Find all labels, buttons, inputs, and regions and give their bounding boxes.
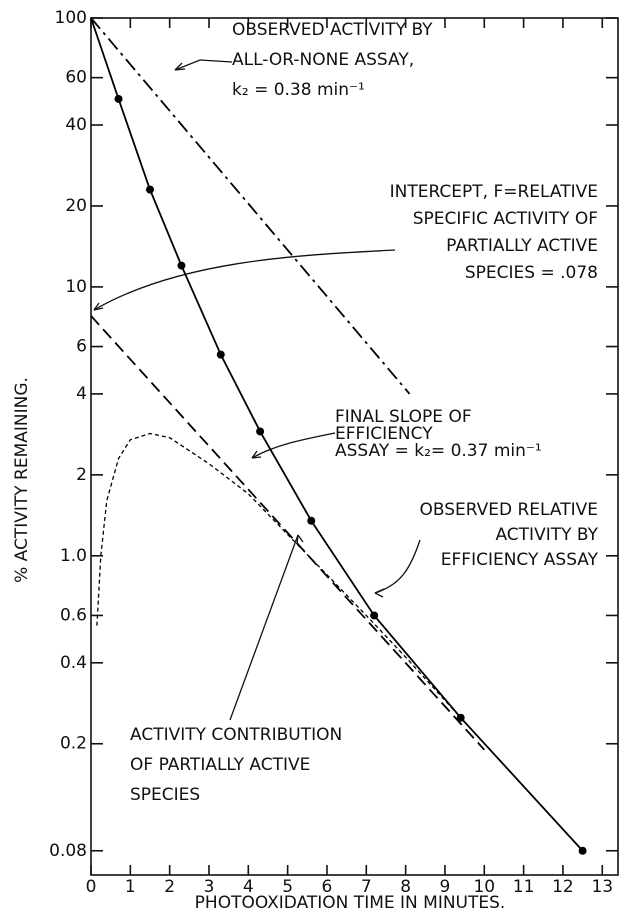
- annotation: ALL-OR-NONE ASSAY,: [232, 50, 414, 70]
- x-tick-label: 7: [361, 877, 372, 897]
- annotation: INTERCEPT, F=RELATIVE: [390, 182, 598, 202]
- plot-frame: [90, 17, 619, 876]
- annotation: PARTIALLY ACTIVE: [446, 236, 598, 256]
- annotation: EFFICIENCY ASSAY: [441, 550, 599, 570]
- data-point: [216, 350, 225, 359]
- annotation: ACTIVITY BY: [495, 525, 598, 545]
- y-tick-label: 6: [76, 337, 87, 357]
- y-tick-label: 10: [65, 277, 87, 297]
- annotation: ACTIVITY CONTRIBUTION: [130, 725, 342, 745]
- y-tick-label: 60: [65, 68, 87, 88]
- series-line: [90, 17, 411, 395]
- x-tick-label: 12: [552, 877, 574, 897]
- x-tick-label: 10: [473, 877, 495, 897]
- x-tick-label: 6: [322, 877, 333, 897]
- annotation: FINAL SLOPE OF: [335, 407, 472, 427]
- x-tick-label: 8: [400, 877, 411, 897]
- data-point: [370, 611, 379, 620]
- annotation: SPECIES = .078: [465, 263, 598, 283]
- y-axis-label: % ACTIVITY REMAINING.: [12, 377, 32, 583]
- arrow: [229, 534, 299, 721]
- x-tick-label: 2: [164, 877, 175, 897]
- arrowhead: [251, 450, 262, 459]
- data-point: [578, 846, 587, 855]
- y-tick-label: 100: [55, 8, 87, 28]
- x-tick-label: 13: [591, 877, 613, 897]
- data-point: [256, 427, 265, 436]
- arrow: [374, 539, 421, 594]
- arrows: [93, 59, 421, 721]
- annotation: EFFICIENCY: [335, 424, 433, 444]
- series-line: [90, 17, 584, 852]
- annotation: SPECIES: [130, 785, 200, 805]
- x-tick-label: 0: [86, 877, 97, 897]
- annotation: ASSAY = k₂= 0.37 min⁻¹: [335, 441, 542, 461]
- y-tick-label: 2: [76, 465, 87, 485]
- annotation: SPECIFIC ACTIVITY OF: [413, 209, 598, 229]
- x-tick-label: 5: [282, 877, 293, 897]
- x-tick-label: 3: [204, 877, 215, 897]
- x-tick-label: 4: [243, 877, 254, 897]
- annotation: k₂ = 0.38 min⁻¹: [232, 80, 365, 100]
- y-tick-label: 0.4: [60, 653, 87, 673]
- x-axis-label: PHOTOOXIDATION TIME IN MINUTES.: [195, 893, 506, 913]
- annotation: OF PARTIALLY ACTIVE: [130, 755, 310, 775]
- arrow: [174, 59, 233, 71]
- data-point: [177, 261, 186, 270]
- y-tick-label: 1.0: [60, 546, 87, 566]
- x-tick-label: 11: [513, 877, 535, 897]
- y-tick-label: 40: [65, 115, 87, 135]
- data-point: [145, 185, 154, 194]
- x-tick-label: 9: [440, 877, 451, 897]
- y-tick-label: 0.2: [60, 734, 87, 754]
- data-point: [307, 516, 316, 525]
- arrowhead: [174, 62, 186, 71]
- series-line: [90, 315, 485, 751]
- arrowhead: [374, 588, 385, 598]
- y-tick-label: 4: [76, 384, 87, 404]
- annotation: OBSERVED RELATIVE: [419, 500, 598, 520]
- arrow: [93, 249, 396, 311]
- arrow: [251, 432, 336, 459]
- y-tick-label: 0.6: [60, 605, 87, 625]
- data-point: [114, 94, 123, 103]
- arrowhead: [93, 302, 104, 311]
- y-tick-label: 20: [65, 196, 87, 216]
- arrowhead: [296, 534, 304, 545]
- series-line: [96, 432, 485, 745]
- y-tick-label: 0.08: [49, 841, 87, 861]
- annotation: OBSERVED ACTIVITY BY: [232, 20, 433, 40]
- x-tick-label: 1: [125, 877, 136, 897]
